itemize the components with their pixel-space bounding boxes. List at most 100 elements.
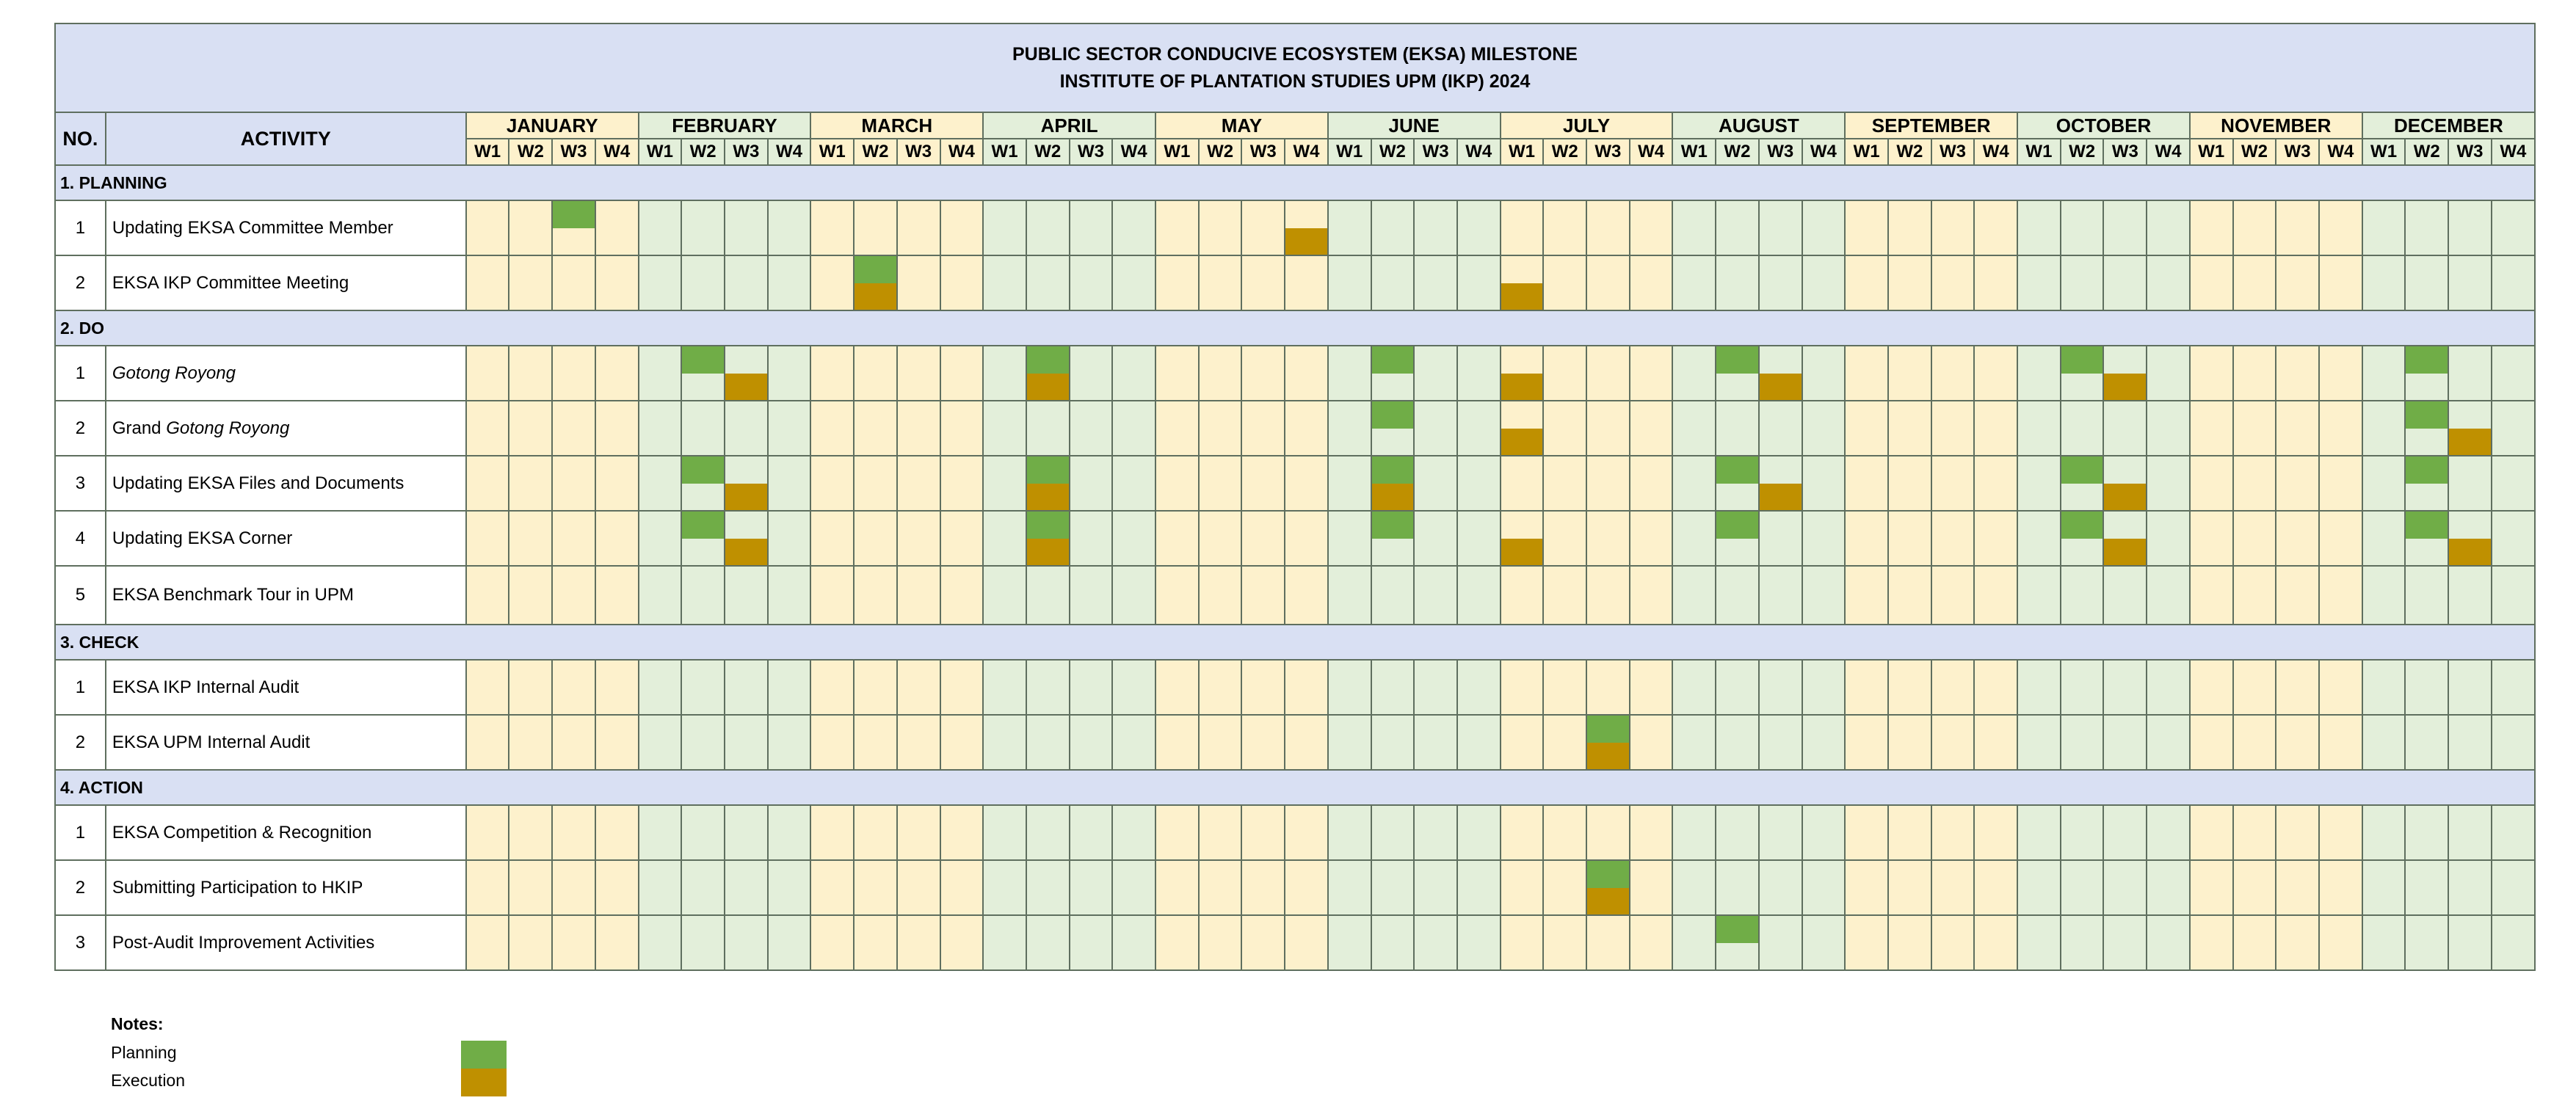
week-cell <box>1456 859 1501 916</box>
week-cell <box>2017 914 2061 971</box>
week-cell <box>896 914 941 971</box>
week-cell <box>2490 659 2536 716</box>
week-cell <box>2232 200 2277 256</box>
week-cell <box>508 804 554 861</box>
week-cell <box>681 659 725 716</box>
week-cell <box>896 345 941 401</box>
week-cell <box>1715 565 1760 625</box>
week-cell <box>853 255 898 311</box>
week-cell <box>2318 510 2363 567</box>
week-cell <box>2318 455 2363 512</box>
week-cell <box>1930 914 1975 971</box>
week-cell <box>551 659 596 716</box>
week-cell <box>2275 200 2320 256</box>
sheet-title: PUBLIC SECTOR CONDUCIVE ECOSYSTEM (EKSA)… <box>54 23 2536 113</box>
activity-text: Grand <box>112 418 167 438</box>
week-cell <box>1715 400 1760 456</box>
week-cell <box>1499 565 1545 625</box>
week-cell <box>939 714 984 771</box>
week-cell <box>1586 255 1630 311</box>
execution-mark <box>1027 538 1068 564</box>
week-cell <box>1844 455 1889 512</box>
table-row: 4 Updating EKSA Corner <box>54 510 2536 567</box>
week-cell <box>2188 345 2234 401</box>
week-cell <box>1370 804 1415 861</box>
week-cell <box>1327 565 1372 625</box>
week-cell <box>2102 859 2148 916</box>
week-cell <box>810 565 855 625</box>
week-cell <box>1025 659 1070 716</box>
week-cell <box>1628 659 1674 716</box>
planning-mark <box>2406 347 2448 374</box>
week-cell <box>1757 914 1803 971</box>
activity-text: Post-Audit Improvement Activities <box>112 932 375 953</box>
week-cell <box>2448 345 2492 401</box>
week-cell <box>853 510 898 567</box>
planning-mark <box>2406 512 2448 539</box>
week-header: W2 <box>1542 138 1588 166</box>
week-header: W1 <box>982 138 1027 166</box>
week-cell <box>723 255 769 311</box>
week-cell <box>2490 565 2536 625</box>
week-cell <box>1456 659 1501 716</box>
week-cell <box>2059 804 2105 861</box>
week-cell <box>723 914 769 971</box>
week-cell <box>1197 914 1243 971</box>
week-cell <box>465 914 510 971</box>
week-header: W2 <box>1370 138 1415 166</box>
week-cell <box>1930 714 1975 771</box>
week-cell <box>1155 255 1200 311</box>
execution-mark <box>1501 538 1542 564</box>
week-cell <box>810 255 855 311</box>
week-cell <box>1111 659 1157 716</box>
week-cell <box>1542 510 1588 567</box>
planning-mark <box>855 257 896 283</box>
week-cell <box>2146 455 2191 512</box>
week-cell <box>2318 914 2363 971</box>
week-header: W4 <box>2490 138 2536 166</box>
planning-mark <box>683 512 723 539</box>
week-cell <box>594 714 639 771</box>
week-header: W2 <box>2059 138 2105 166</box>
week-cell <box>2146 510 2191 567</box>
week-cell <box>1672 455 1717 512</box>
week-cell <box>766 914 812 971</box>
week-header: W1 <box>1499 138 1545 166</box>
week-cell <box>853 565 898 625</box>
week-cell <box>1370 255 1415 311</box>
week-cell <box>2146 804 2191 861</box>
planning-mark <box>554 202 594 228</box>
week-cell <box>1672 804 1717 861</box>
week-cell <box>2188 804 2234 861</box>
week-cell <box>810 400 855 456</box>
week-header: W3 <box>896 138 941 166</box>
row-number: 2 <box>54 859 106 916</box>
week-cell <box>1586 914 1630 971</box>
week-cell <box>810 455 855 512</box>
week-cell <box>551 859 596 916</box>
week-cell <box>1844 200 1889 256</box>
week-cell <box>1241 804 1286 861</box>
week-cell <box>1844 659 1889 716</box>
week-cell <box>1757 659 1803 716</box>
week-cell <box>1327 859 1372 916</box>
week-cell <box>2490 455 2536 512</box>
week-cell <box>594 859 639 916</box>
week-cell <box>939 255 984 311</box>
week-cell <box>2232 714 2277 771</box>
legend-planning-label: Planning <box>111 1043 177 1062</box>
week-cell <box>896 255 941 311</box>
week-cell <box>2188 255 2234 311</box>
week-cell <box>2275 914 2320 971</box>
planning-mark <box>2406 457 2448 484</box>
week-cell <box>982 255 1027 311</box>
week-cell <box>896 804 941 861</box>
planning-mark <box>1027 512 1068 539</box>
week-cell <box>1197 455 1243 512</box>
planning-mark <box>1027 457 1068 484</box>
week-cell <box>1327 200 1372 256</box>
week-cell <box>594 914 639 971</box>
legend-planning-swatch <box>461 1041 507 1069</box>
table-row: 2 EKSA UPM Internal Audit <box>54 714 2536 771</box>
week-cell <box>1284 804 1329 861</box>
